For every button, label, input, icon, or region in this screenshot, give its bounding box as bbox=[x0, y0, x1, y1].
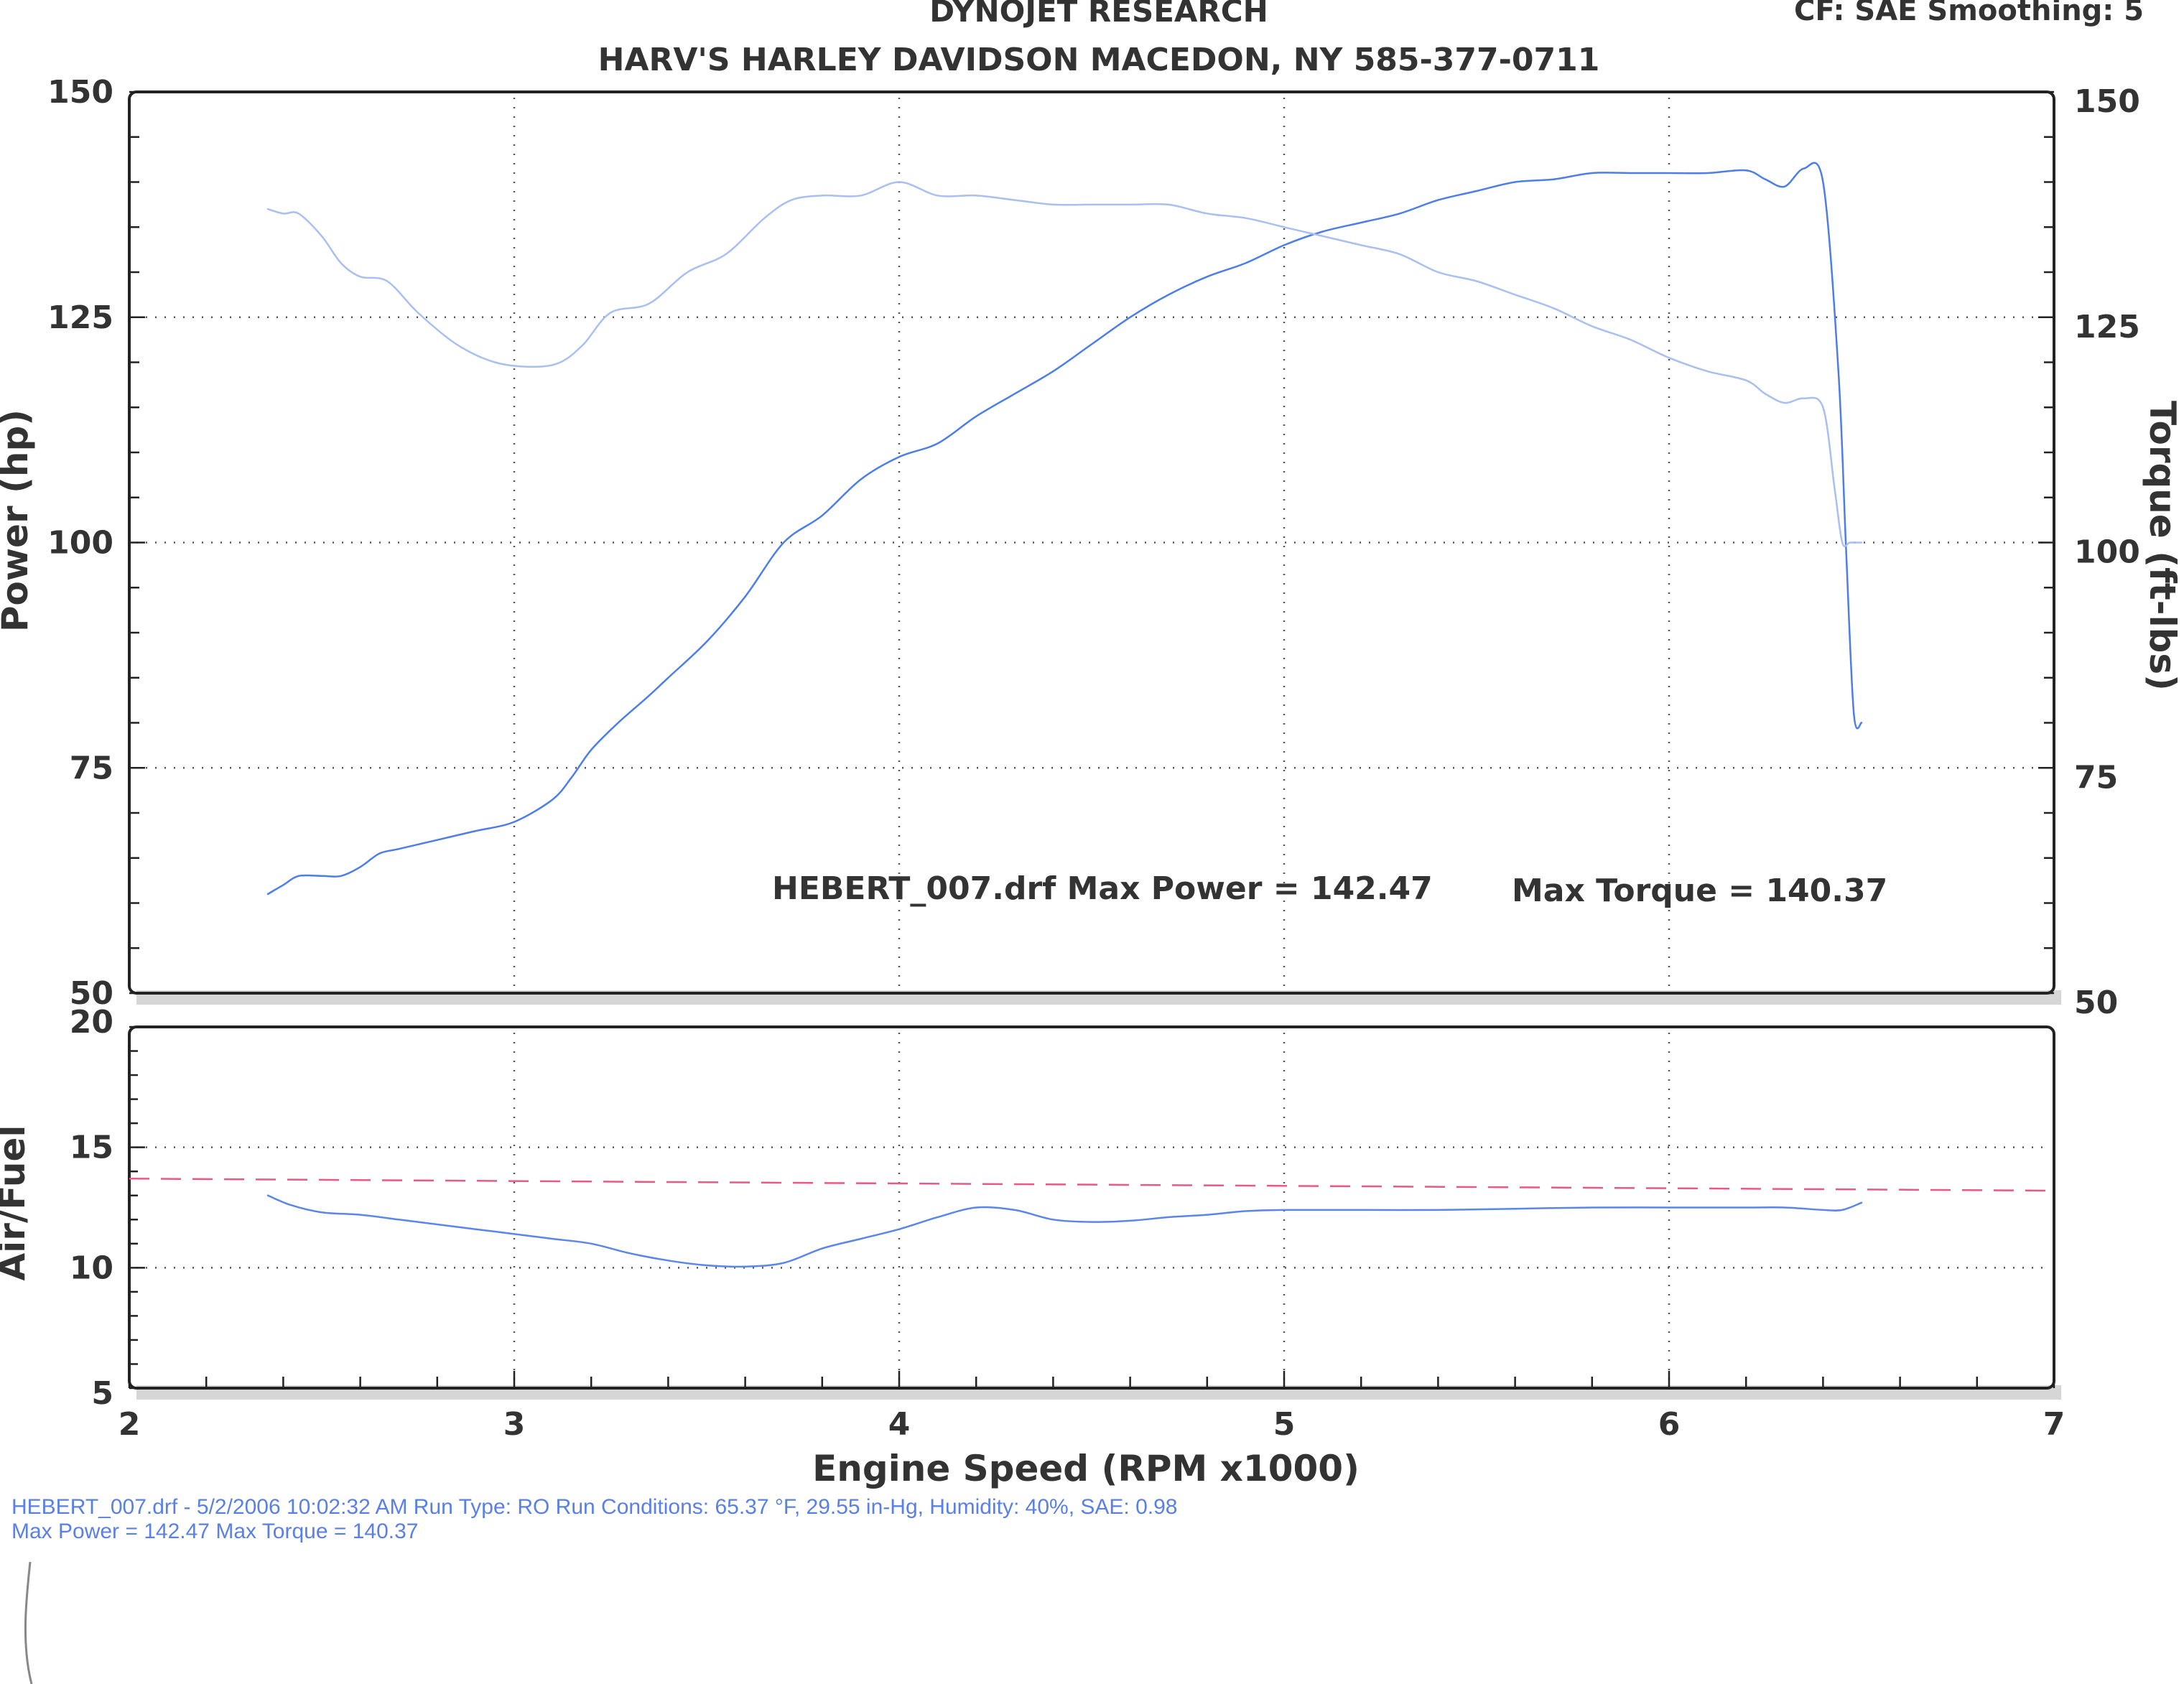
header-shop: HARV'S HARLEY DAVIDSON MACEDON, NY 585-3… bbox=[598, 42, 1600, 78]
torque-tick-label: 150 bbox=[2074, 83, 2140, 120]
afr-tick-label: 20 bbox=[70, 1004, 113, 1041]
rpm-tick-label: 2 bbox=[119, 1406, 141, 1443]
power-tick-labels: 50 75 100 125 150 50 75 100 125 150 bbox=[47, 74, 2140, 1021]
air-fuel-target-line bbox=[129, 1178, 2055, 1192]
engine-speed-axis-title: Engine Speed (RPM x1000) bbox=[812, 1448, 1360, 1489]
air-fuel-curve bbox=[266, 1194, 1863, 1268]
air-fuel-panel bbox=[128, 1025, 2055, 1390]
afr-tick-label: 10 bbox=[70, 1250, 113, 1286]
power-grid bbox=[136, 98, 2047, 987]
power-tick-label: 125 bbox=[47, 299, 113, 336]
torque-axis-title: Torque (ft-lbs) bbox=[2142, 401, 2183, 691]
max-torque-annotation: Max Torque = 140.37 bbox=[1512, 873, 1887, 909]
power-curve bbox=[266, 162, 1863, 896]
afr-series bbox=[129, 1178, 2055, 1268]
rpm-tick-label: 3 bbox=[503, 1406, 526, 1443]
run-summary-line: Max Power = 142.47 Max Torque = 140.37 bbox=[11, 1520, 418, 1543]
rpm-tick-labels: 2 3 4 5 6 7 bbox=[119, 1406, 2065, 1443]
power-tick-label: 150 bbox=[47, 74, 113, 111]
afr-tick-label: 5 bbox=[91, 1375, 113, 1412]
power-tick-label: 50 bbox=[70, 975, 113, 1012]
torque-tick-label: 50 bbox=[2074, 985, 2118, 1021]
torque-tick-label: 75 bbox=[2074, 759, 2118, 796]
torque-tick-label: 125 bbox=[2074, 309, 2140, 345]
header-correction-factor: CF: SAE Smoothing: 5 bbox=[1794, 0, 2144, 27]
rpm-tick-label: 7 bbox=[2043, 1406, 2065, 1443]
air-fuel-axis-title: Air/Fuel bbox=[0, 1125, 33, 1280]
power-axis-title: Power (hp) bbox=[0, 409, 36, 632]
afr-tick-label: 15 bbox=[70, 1130, 113, 1166]
header-title: DYNOJET RESEARCH bbox=[929, 0, 1268, 29]
afr-tick-labels: 5 10 15 20 bbox=[70, 1004, 113, 1412]
paper-edge-mark bbox=[24, 1561, 33, 1684]
power-tick-label: 100 bbox=[47, 525, 113, 562]
power-tick-label: 75 bbox=[70, 750, 113, 786]
run-info-line: HEBERT_007.drf - 5/2/2006 10:02:32 AM Ru… bbox=[11, 1495, 1177, 1519]
torque-curve bbox=[266, 181, 1863, 548]
power-torque-series bbox=[266, 162, 1863, 896]
rpm-tick-label: 6 bbox=[1658, 1406, 1681, 1443]
rpm-tick-label: 5 bbox=[1273, 1406, 1296, 1443]
power-axis-ticks bbox=[129, 90, 2054, 995]
afr-axis-ticks bbox=[128, 1025, 2055, 1390]
torque-tick-label: 100 bbox=[2074, 534, 2140, 571]
max-power-annotation: HEBERT_007.drf Max Power = 142.47 bbox=[772, 870, 1433, 907]
afr-grid bbox=[136, 1033, 2047, 1382]
rpm-tick-label: 4 bbox=[888, 1406, 911, 1443]
